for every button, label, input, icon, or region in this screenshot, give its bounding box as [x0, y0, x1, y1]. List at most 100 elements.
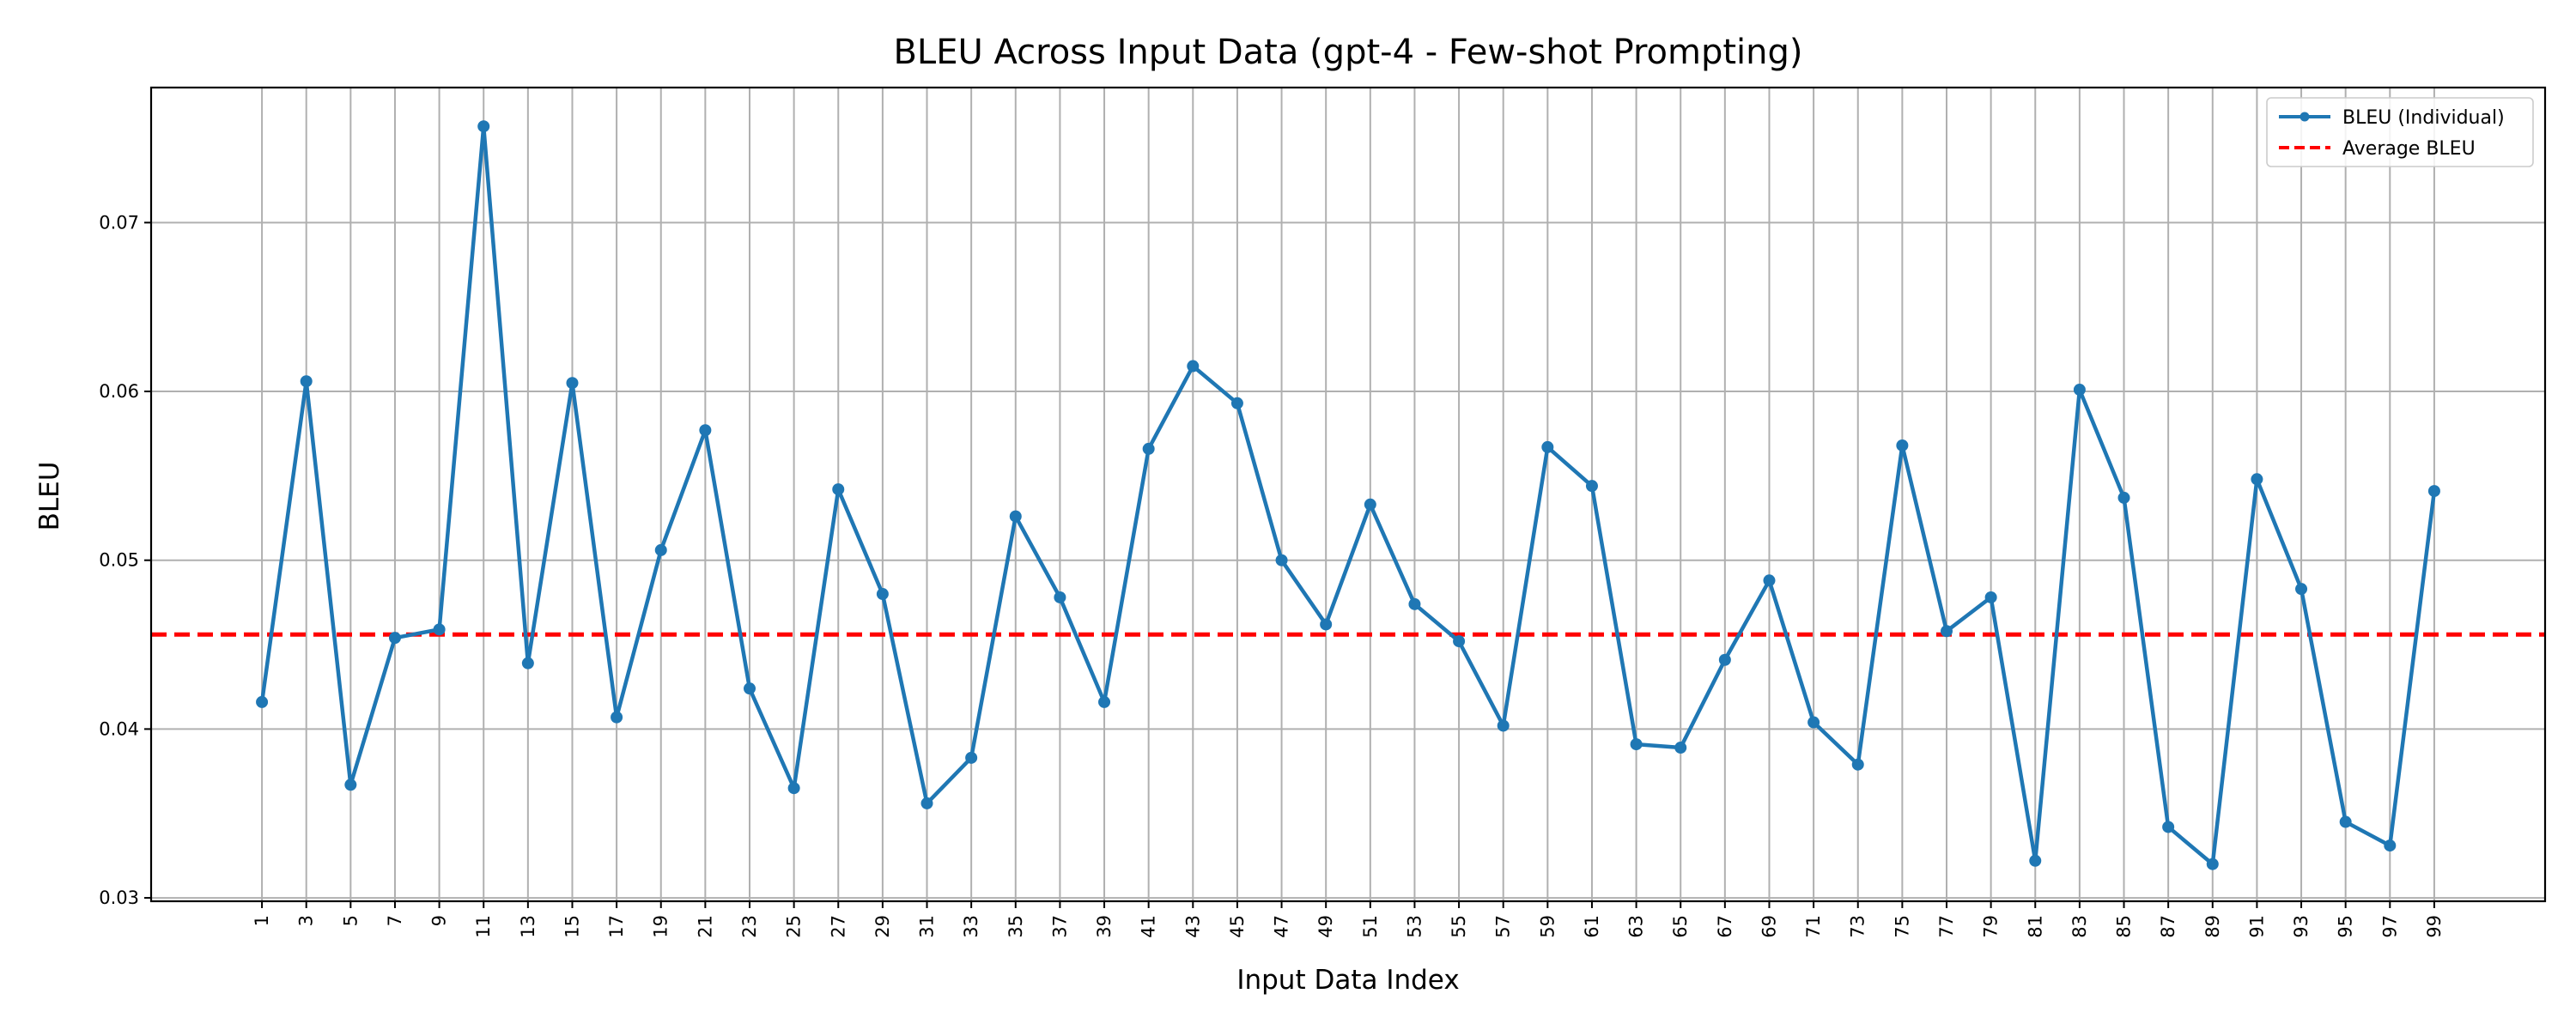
x-tick-label: 97: [2379, 915, 2400, 938]
bleu-point: [521, 657, 534, 670]
y-tick-label: 0.05: [99, 550, 139, 571]
x-tick-label: 51: [1360, 915, 1381, 938]
x-tick-label: 5: [340, 915, 361, 926]
bleu-point: [611, 711, 623, 724]
x-axis-label: Input Data Index: [1236, 965, 1459, 996]
bleu-point: [1453, 635, 1466, 648]
x-tick-label: 41: [1139, 915, 1159, 938]
bleu-point: [876, 588, 889, 601]
bleu-point: [1763, 574, 1776, 587]
bleu-point: [1187, 360, 1200, 373]
x-tick-label: 37: [1049, 915, 1070, 938]
bleu-point: [1142, 442, 1155, 455]
x-tick-label: 69: [1759, 915, 1779, 938]
bleu-point: [787, 782, 800, 795]
x-tick-label: 95: [2336, 915, 2356, 938]
series-layer: [256, 120, 2440, 870]
x-tick-label: 23: [739, 915, 760, 938]
x-tick-label: 63: [1626, 915, 1647, 938]
bleu-individual-line: [259, 124, 2437, 866]
y-tick-label: 0.03: [99, 888, 139, 908]
x-tick-label: 81: [2025, 915, 2045, 938]
x-tick-label: 71: [1803, 915, 1824, 938]
x-tick-label: 17: [606, 915, 627, 938]
x-tick-label: 3: [296, 915, 317, 926]
bleu-point: [920, 797, 933, 809]
bleu-point: [2073, 384, 2086, 397]
legend-label-individual: BLEU (Individual): [2342, 107, 2505, 129]
bleu-point: [1984, 591, 1997, 603]
x-tick-label: 65: [1670, 915, 1691, 938]
bleu-point: [566, 377, 579, 390]
x-tick-label: 73: [1848, 915, 1868, 938]
x-tick-label: 89: [2202, 915, 2223, 938]
bleu-point: [1364, 498, 1376, 511]
x-tick-label: 55: [1449, 915, 1469, 938]
bleu-point: [2117, 491, 2130, 504]
bleu-point: [477, 120, 490, 133]
bleu-point: [832, 483, 845, 496]
bleu-point: [1718, 653, 1731, 666]
x-tick-label: 77: [1936, 915, 1957, 938]
bleu-point: [2295, 583, 2308, 596]
x-tick-label: 53: [1404, 915, 1425, 938]
bleu-point: [1098, 695, 1111, 708]
bleu-point: [1009, 510, 1022, 523]
bleu-point: [1408, 597, 1421, 610]
bleu-point: [1941, 625, 1953, 638]
legend-marker-individual: [2300, 112, 2310, 122]
y-tick-label: 0.07: [99, 212, 139, 233]
bleu-point: [2427, 485, 2440, 498]
x-tick-label: 99: [2424, 915, 2445, 938]
bleu-point: [744, 682, 756, 695]
bleu-point: [2384, 839, 2397, 852]
x-tick-label: 67: [1715, 915, 1735, 938]
grid: [151, 88, 2545, 901]
x-tick-label: 25: [784, 915, 805, 938]
x-tick-label: 79: [1981, 915, 2002, 938]
x-tick-label: 11: [473, 915, 494, 938]
x-tick-label: 83: [2069, 915, 2090, 938]
bleu-point: [1541, 440, 1554, 453]
x-tick-label: 45: [1227, 915, 1248, 938]
bleu-point: [1054, 591, 1066, 603]
bleu-point: [300, 375, 313, 388]
x-tick-label: 19: [651, 915, 671, 938]
legend-label-average: Average BLEU: [2342, 138, 2476, 160]
x-tick-label: 31: [917, 915, 938, 938]
bleu-point: [1275, 554, 1288, 566]
legend-box: [2266, 97, 2534, 167]
x-tick-label: 21: [695, 915, 715, 938]
x-tick-label: 27: [828, 915, 848, 938]
x-tick-label: 13: [518, 915, 538, 938]
x-tick-label: 1: [252, 915, 272, 926]
y-tick-label: 0.06: [99, 381, 139, 402]
x-tick-label: 39: [1094, 915, 1115, 938]
legend: BLEU (Individual) Average BLEU: [2266, 97, 2534, 167]
x-tick-label: 57: [1493, 915, 1514, 938]
bleu-point: [344, 779, 357, 791]
bleu-point: [1896, 439, 1909, 451]
bleu-point: [1807, 716, 1820, 729]
x-tick-label: 9: [429, 915, 450, 926]
bleu-point: [2206, 857, 2219, 870]
x-tick-label: 59: [1537, 915, 1558, 938]
x-tick-label: 85: [2114, 915, 2135, 938]
bleu-point: [2029, 854, 2042, 867]
bleu-point: [1497, 719, 1510, 732]
y-axis-label: BLEU: [34, 462, 65, 531]
x-tick-label: 47: [1272, 915, 1292, 938]
bleu-point: [2162, 821, 2175, 833]
x-tick-label: 43: [1182, 915, 1203, 938]
x-tick-label: 29: [872, 915, 893, 938]
x-tick-label: 61: [1582, 915, 1602, 938]
bleu-point: [965, 751, 978, 764]
x-tick-label: 7: [385, 915, 405, 926]
bleu-point: [654, 543, 667, 556]
bleu-point: [2251, 473, 2263, 486]
chart-title: BLEU Across Input Data (gpt-4 - Few-shot…: [893, 33, 1802, 72]
bleu-point: [1630, 738, 1643, 751]
x-tick-label: 35: [1005, 915, 1026, 938]
bleu-point: [1674, 742, 1687, 754]
